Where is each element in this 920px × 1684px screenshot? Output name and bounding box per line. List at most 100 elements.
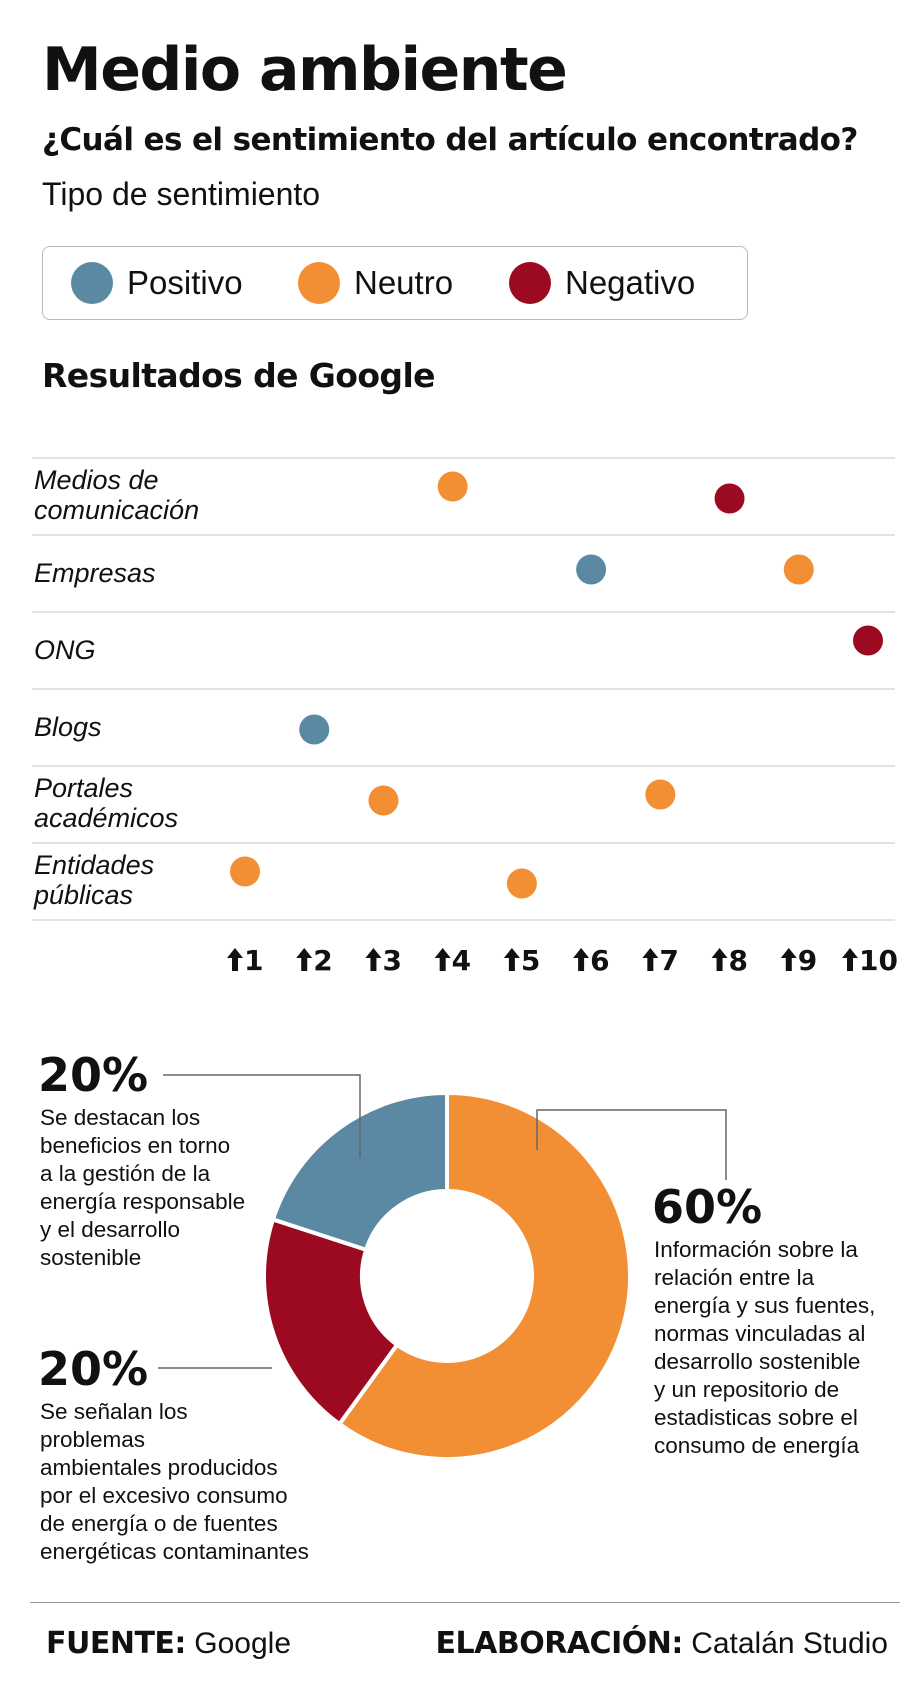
x-tick: 8 [711, 944, 748, 977]
legend-label-negativo: Negativo [565, 264, 696, 301]
category-label-ong: ONG [34, 635, 96, 665]
leader-line-positivo [163, 1074, 361, 1158]
dot-neutro [437, 471, 468, 502]
annotation-line: a la gestión de la [40, 1161, 211, 1186]
x-tick-label: 2 [313, 944, 332, 977]
legend-dot-neutro [298, 262, 340, 304]
annotation-line: energéticas contaminantes [40, 1539, 309, 1564]
x-tick-label: 10 [859, 944, 898, 977]
annotation-line: relación entre la [654, 1265, 815, 1290]
legend-label-positivo: Positivo [127, 264, 243, 301]
annotation-line: ambientales producidos [40, 1455, 278, 1480]
x-tick-label: 8 [729, 944, 748, 977]
annotation-line: energía y sus fuentes, [654, 1293, 876, 1318]
dot-chart: 1 2 3 4 5 6 7 8 9 10 [32, 457, 898, 977]
donut-slice-positivo [270, 1090, 449, 1253]
annotation-line: consumo de energía [654, 1433, 860, 1458]
legend-title: Tipo de sentimiento [42, 176, 321, 212]
category-label-portales: Portales académicos [34, 773, 179, 833]
category-label-blogs: Blogs [34, 712, 102, 742]
x-tick-label: 4 [452, 944, 471, 977]
annotation-line: normas vinculadas al [654, 1321, 866, 1346]
dot-negativo [714, 483, 745, 514]
footer-credit-key: ELABORACIÓN: [435, 1626, 684, 1661]
footer-divider [30, 1602, 900, 1603]
annotation-positivo-text: Se destacan los beneficios en torno a la… [40, 1104, 245, 1272]
arrow-up-icon [434, 948, 451, 971]
arrow-up-icon [296, 948, 313, 971]
footer-source-key: FUENTE: [46, 1626, 186, 1661]
legend-item-negativo: Negativo [509, 247, 695, 319]
legend-item-positivo: Positivo [71, 247, 243, 319]
arrow-up-icon [642, 948, 659, 971]
legend-label-neutro: Neutro [354, 264, 454, 301]
x-tick: 5 [503, 944, 540, 977]
annotation-positivo-pct: 20% [38, 1048, 149, 1102]
dot-positivo [299, 714, 330, 745]
footer-source-value: Google [194, 1627, 292, 1660]
arrow-up-icon [711, 948, 728, 971]
x-tick-label: 1 [244, 944, 263, 977]
x-tick-label: 6 [590, 944, 609, 977]
category-label-empresas: Empresas [34, 558, 156, 588]
annotation-line: beneficios en torno [40, 1133, 231, 1158]
annotation-line: Información sobre la [654, 1237, 858, 1262]
x-tick: 6 [573, 944, 610, 977]
donut-chart [158, 1074, 727, 1461]
dot-neutro [783, 554, 814, 585]
x-tick: 4 [434, 944, 471, 977]
annotation-line: desarrollo sostenible [654, 1349, 861, 1374]
footer-credit: ELABORACIÓN: Catalán Studio [436, 1624, 888, 1664]
annotation-negativo-text: Se señalan los problemas ambientales pro… [40, 1398, 309, 1566]
annotation-line: energía responsable [40, 1189, 246, 1214]
dot-negativo [853, 625, 883, 656]
annotation-negativo-pct: 20% [38, 1342, 149, 1396]
annotation-line: y un repositorio de [654, 1377, 840, 1402]
x-tick: 10 [842, 944, 898, 977]
donut-slice-neutro [336, 1090, 632, 1461]
legend-dot-negativo [509, 262, 551, 304]
annotation-line: Se señalan los [40, 1399, 188, 1424]
x-tick-label: 7 [659, 944, 678, 977]
arrow-up-icon [573, 948, 590, 971]
section-title: Resultados de Google [42, 356, 436, 395]
annotation-neutro-pct: 60% [652, 1180, 763, 1234]
footer-source: FUENTE: Google [46, 1624, 291, 1664]
annotation-line: problemas [40, 1427, 146, 1452]
arrow-up-icon [842, 948, 858, 971]
annotation-neutro-text: Información sobre la relación entre la e… [654, 1236, 875, 1460]
x-tick-label: 3 [382, 944, 401, 977]
dot-neutro [368, 785, 399, 816]
legend-dot-positivo [71, 262, 113, 304]
x-tick: 1 [227, 944, 263, 977]
category-label-entidades: Entidades públicas [34, 850, 155, 910]
dot-neutro [506, 868, 537, 899]
dot-neutro [230, 856, 260, 887]
arrow-up-icon [503, 948, 520, 971]
annotation-line: sostenible [40, 1245, 142, 1270]
annotation-line: de energía o de fuentes [40, 1511, 278, 1536]
arrow-up-icon [227, 948, 243, 971]
dot-positivo [576, 554, 607, 585]
annotation-line: Se destacan los [40, 1105, 201, 1130]
annotation-line: por el excesivo consumo [40, 1483, 288, 1508]
annotation-line: y el desarrollo [40, 1217, 181, 1242]
page-subtitle: ¿Cuál es el sentimiento del artículo enc… [42, 122, 858, 158]
legend: Positivo Neutro Negativo [42, 246, 748, 320]
x-tick-label: 9 [798, 944, 817, 977]
footer-credit-value: Catalán Studio [691, 1627, 888, 1660]
dot-neutro [645, 779, 676, 810]
category-label-medios: Medios de comunicación [34, 465, 200, 525]
x-tick: 7 [642, 944, 679, 977]
donut-slice-negativo [262, 1216, 400, 1427]
x-tick: 2 [296, 944, 333, 977]
annotation-line: estadisticas sobre el [654, 1405, 858, 1430]
x-tick: 9 [780, 944, 817, 977]
page-title: Medio ambiente [42, 35, 568, 105]
x-tick: 3 [365, 944, 402, 977]
arrow-up-icon [780, 948, 797, 971]
leader-line-neutro [536, 1109, 727, 1180]
arrow-up-icon [365, 948, 382, 971]
x-tick-label: 5 [521, 944, 540, 977]
legend-item-neutro: Neutro [298, 247, 453, 319]
